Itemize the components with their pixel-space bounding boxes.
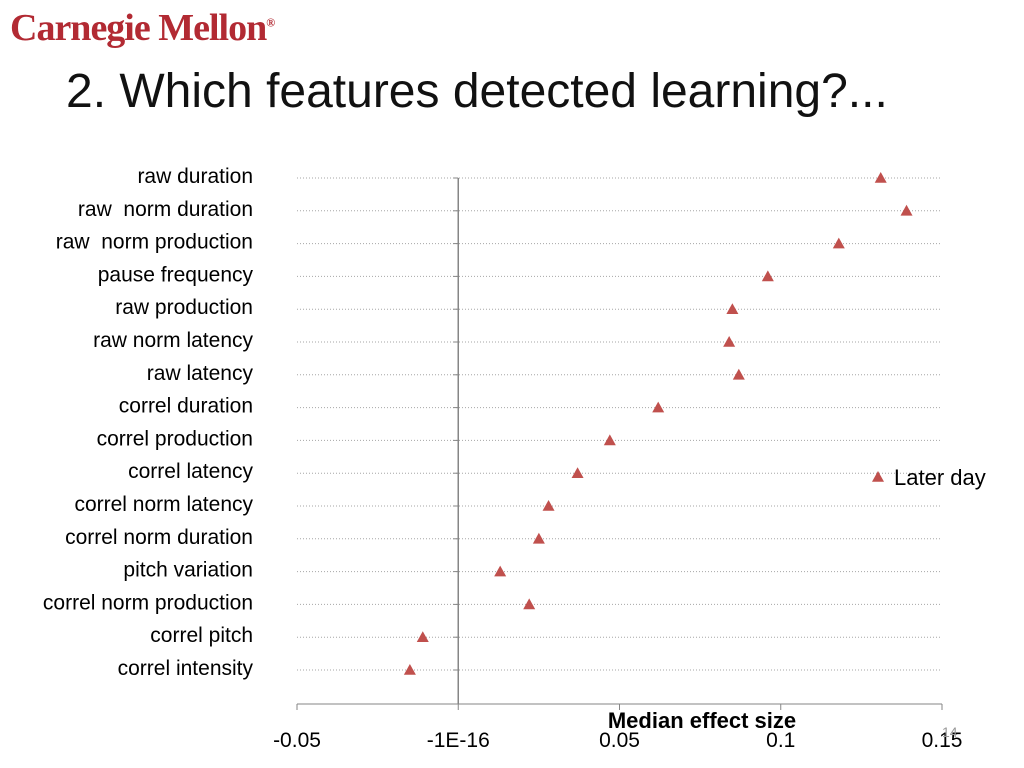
category-label: correl duration (119, 395, 253, 418)
x-tick-labels: -0.05 -1E-16 0.05 0.1 0.15 (273, 729, 962, 752)
data-points (403, 172, 913, 675)
data-point-raw-norm-duration (900, 204, 913, 216)
category-label: correl norm latency (74, 493, 253, 516)
data-point-correl-norm-duration (532, 532, 545, 544)
data-point-correl-norm-latency (542, 500, 555, 511)
category-label: raw production (115, 296, 253, 319)
category-label: raw norm duration (78, 198, 253, 221)
category-label: pitch variation (123, 559, 253, 582)
carnegie-mellon-logo: Carnegie Mellon® (10, 7, 275, 49)
category-label: raw norm latency (93, 329, 253, 352)
x-tick-label: 0.05 (599, 729, 640, 752)
data-point-correl-norm-production (523, 598, 536, 610)
category-label: correl latency (128, 460, 253, 483)
category-label: raw norm production (56, 231, 253, 254)
data-point-correl-pitch (416, 631, 429, 642)
category-label: raw latency (147, 362, 254, 385)
category-label: correl norm production (43, 591, 253, 614)
data-point-raw-production (726, 303, 739, 314)
category-label: correl norm duration (65, 526, 253, 549)
data-point-correl-duration (652, 401, 665, 413)
x-tick-label: -0.05 (273, 729, 321, 752)
slide-title: 2. Which features detected learning?... (66, 65, 888, 118)
legend: Later day (872, 465, 986, 490)
category-label: correl pitch (150, 624, 253, 647)
data-point-raw-norm-production (832, 237, 845, 249)
legend-marker-later-day (872, 471, 884, 482)
category-label: pause frequency (98, 263, 254, 286)
x-tick-label: -1E-16 (427, 729, 490, 752)
data-point-raw-norm-latency (723, 336, 736, 347)
category-label: raw duration (137, 165, 253, 188)
category-label: correl production (97, 427, 253, 450)
data-point-raw-duration (874, 172, 887, 183)
data-point-raw-latency (732, 368, 745, 380)
x-tick-label: 0.15 (922, 729, 963, 752)
data-point-correl-production (603, 434, 616, 446)
legend-label-later-day: Later day (894, 465, 986, 490)
category-label: correl intensity (118, 657, 254, 680)
category-labels: raw duration raw norm duration raw norm pr… (43, 165, 254, 680)
data-point-correl-latency (571, 467, 584, 478)
page-number: 14 (942, 724, 958, 740)
axes (296, 177, 943, 710)
x-tick-label: 0.1 (766, 729, 795, 752)
data-point-pitch-variation (494, 565, 507, 577)
data-point-correl-intensity (403, 664, 416, 675)
data-point-pause-frequency (761, 270, 774, 282)
gridlines (297, 177, 942, 671)
x-axis-label: Median effect size (608, 708, 796, 733)
